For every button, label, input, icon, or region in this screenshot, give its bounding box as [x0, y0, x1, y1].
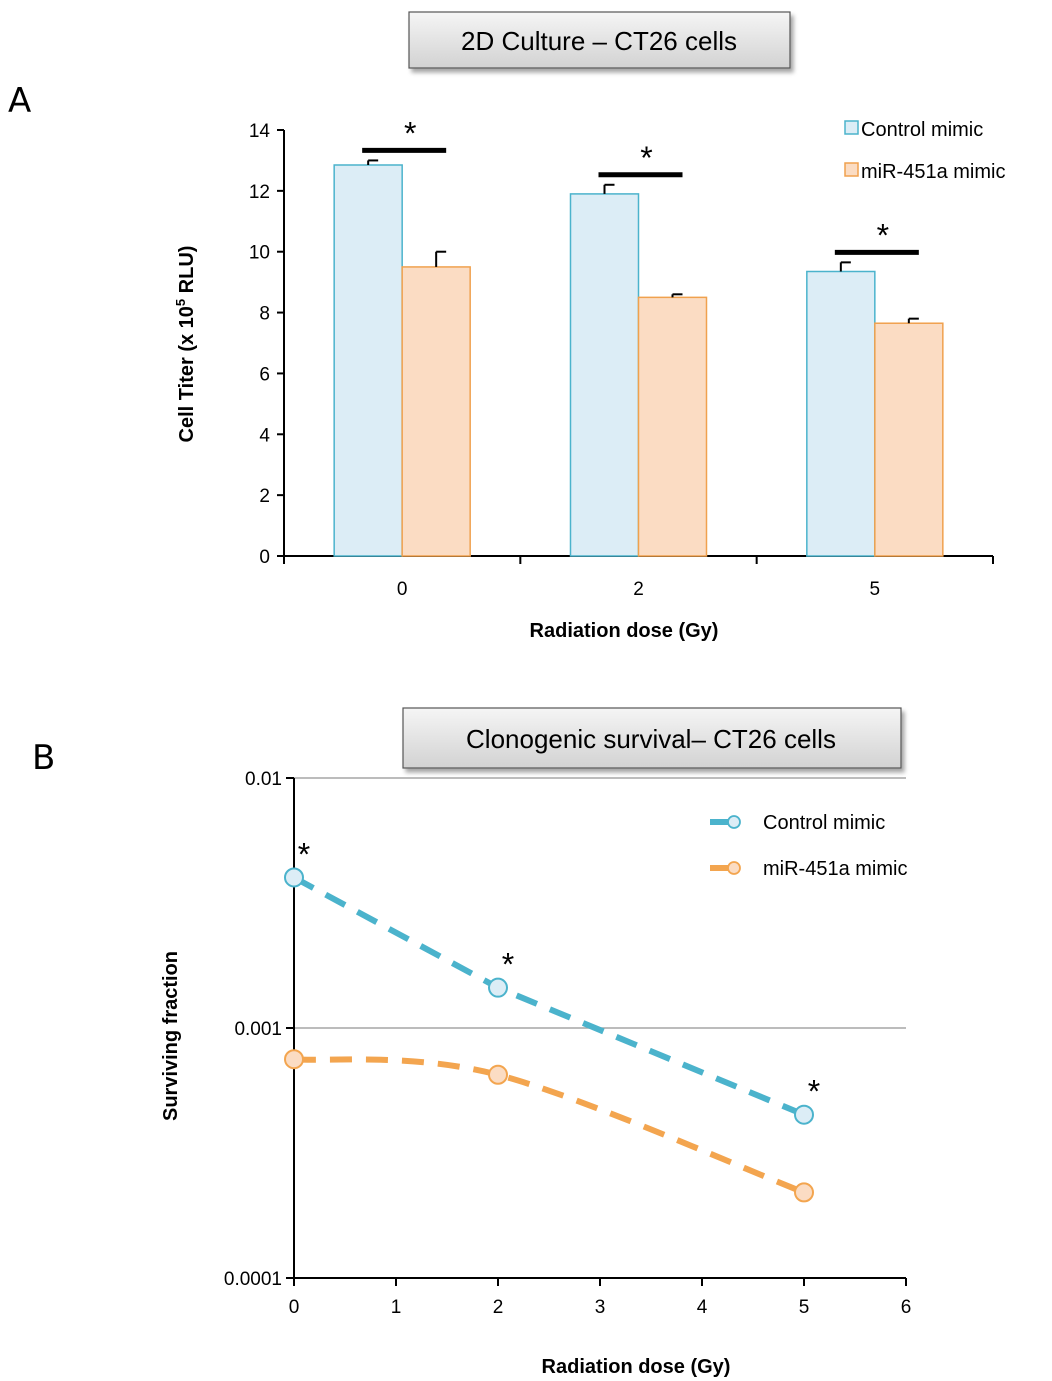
x-tick-label: 3	[595, 1297, 606, 1318]
x-tick-label: 6	[901, 1297, 912, 1318]
y-tick-label: 0.01	[245, 769, 282, 790]
significance-star: *	[298, 836, 310, 872]
y-tick-label: 0.0001	[224, 1269, 282, 1290]
y-tick-label: 12	[249, 182, 270, 203]
legend-label-mir451a: miR-451a mimic	[861, 161, 1005, 183]
panel-a: A 2D Culture – CT26 cells Cell Titer (x …	[8, 11, 1005, 642]
legend-label-mir451a-b: miR-451a mimic	[763, 858, 907, 880]
significance-star: *	[640, 140, 652, 176]
x-tick-label: 1	[391, 1297, 402, 1318]
significance-star: *	[502, 947, 514, 983]
bar-mir451a	[874, 322, 944, 557]
significance-star: *	[808, 1074, 820, 1110]
panel-a-letter: A	[8, 81, 31, 121]
y-tick-label: 2	[259, 486, 270, 507]
panel-a-legend: Control mimic miR-451a mimic	[844, 119, 1005, 183]
data-point-control	[284, 867, 304, 888]
bar-control	[806, 270, 876, 557]
y-tick-label: 8	[259, 304, 270, 325]
x-tick-label: 4	[697, 1297, 708, 1318]
panel-b-ylabel: Surviving fraction	[160, 951, 182, 1121]
x-tick-label: 2	[493, 1297, 504, 1318]
y-tick-label: 10	[249, 243, 270, 264]
bar-control	[569, 193, 640, 557]
panel-a-significance: * * *	[362, 115, 919, 255]
legend-label-control-b: Control mimic	[763, 812, 885, 834]
panel-b-legend: Control mimic miR-451a mimic	[710, 812, 907, 880]
bar-mir451a	[401, 266, 471, 557]
legend-label-control: Control mimic	[861, 119, 983, 141]
panel-b-series	[284, 867, 814, 1203]
legend-marker-control	[727, 815, 741, 829]
data-point-control	[488, 977, 508, 998]
y-tick-label: 6	[259, 364, 270, 385]
panel-a-title: 2D Culture – CT26 cells	[461, 26, 737, 56]
y-tick-label: 14	[249, 121, 271, 142]
data-point-mir451a	[794, 1182, 814, 1203]
x-tick-label: 0	[397, 579, 408, 600]
panel-b: B Clonogenic survival– CT26 cells Surviv…	[32, 707, 911, 1378]
x-tick-label: 0	[289, 1297, 300, 1318]
significance-star: *	[877, 217, 889, 253]
legend-marker-mir451a	[727, 861, 741, 875]
panel-b-title-box: Clonogenic survival– CT26 cells	[402, 707, 902, 769]
significance-star: *	[404, 115, 416, 151]
panel-a-bars	[333, 159, 944, 557]
data-point-control	[794, 1104, 814, 1125]
legend-swatch-control	[844, 120, 859, 135]
bar-mir451a	[637, 296, 708, 557]
x-tick-label: 5	[799, 1297, 810, 1318]
panel-b-title: Clonogenic survival– CT26 cells	[466, 724, 836, 754]
panel-b-letter: B	[32, 738, 55, 778]
y-tick-label: 0	[259, 547, 270, 568]
series-line-control	[292, 874, 806, 1118]
legend-swatch-mir451a	[844, 162, 859, 177]
data-point-mir451a	[284, 1049, 304, 1070]
bar-control	[333, 164, 403, 557]
panel-b-xlabel: Radiation dose (Gy)	[542, 1356, 731, 1378]
data-point-mir451a	[488, 1064, 508, 1085]
panel-a-xlabel: Radiation dose (Gy)	[530, 620, 719, 642]
panel-a-title-box: 2D Culture – CT26 cells	[408, 11, 791, 69]
x-tick-label: 2	[633, 579, 644, 600]
panel-b-significance: * * *	[298, 836, 820, 1109]
y-tick-label: 4	[259, 425, 270, 446]
series-line-mir451a	[293, 1056, 806, 1196]
panel-b-axes: 0.0001 0.001 0.01 0 1 2 3 4 5 6	[224, 769, 911, 1318]
x-tick-label: 5	[870, 579, 881, 600]
panel-a-ylabel: Cell Titer (x 105 RLU)	[173, 246, 198, 443]
y-tick-label: 0.001	[234, 1019, 282, 1040]
